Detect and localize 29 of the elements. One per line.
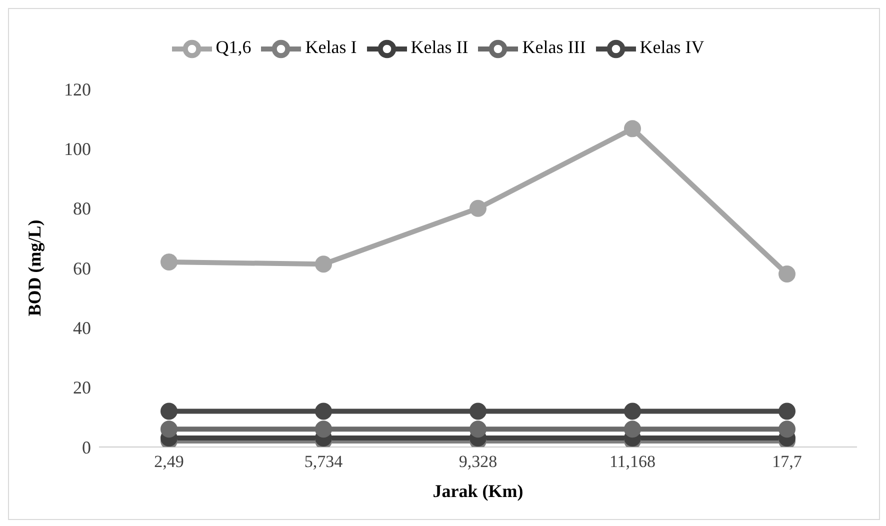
x-axis-title: Jarak (Km) — [432, 481, 524, 501]
y-tick-label: 0 — [82, 437, 91, 458]
x-tick-label: 5,734 — [304, 452, 344, 472]
point — [470, 200, 486, 217]
point — [778, 265, 796, 282]
legend-label: Kelas IV — [640, 37, 704, 58]
y-tick-label: 20 — [73, 378, 91, 398]
point — [470, 402, 486, 420]
legend-label: Q1,6 — [216, 37, 252, 58]
legend-label: Kelas III — [522, 37, 586, 58]
y-tick-label: 60 — [73, 258, 91, 278]
point — [624, 120, 641, 138]
x-tick-label: 2,49 — [154, 452, 184, 472]
legend-label: Kelas I — [305, 37, 357, 58]
x-tick-label: 11,168 — [609, 452, 656, 472]
point — [160, 402, 178, 420]
x-tick-label: 9,328 — [458, 452, 498, 472]
legend-label: Kelas II — [410, 37, 468, 58]
y-tick-label: 120 — [64, 79, 91, 100]
x-tick-label: 17,7 — [772, 452, 802, 472]
y-tick-label: 100 — [64, 139, 91, 160]
y-axis-title: BOD (mg/L) — [24, 220, 44, 316]
y-tick-label: 40 — [73, 318, 91, 338]
point — [315, 402, 332, 420]
point — [778, 402, 796, 420]
y-tick-label: 80 — [73, 198, 91, 219]
point — [160, 254, 178, 271]
point — [624, 402, 641, 420]
point — [315, 256, 332, 273]
